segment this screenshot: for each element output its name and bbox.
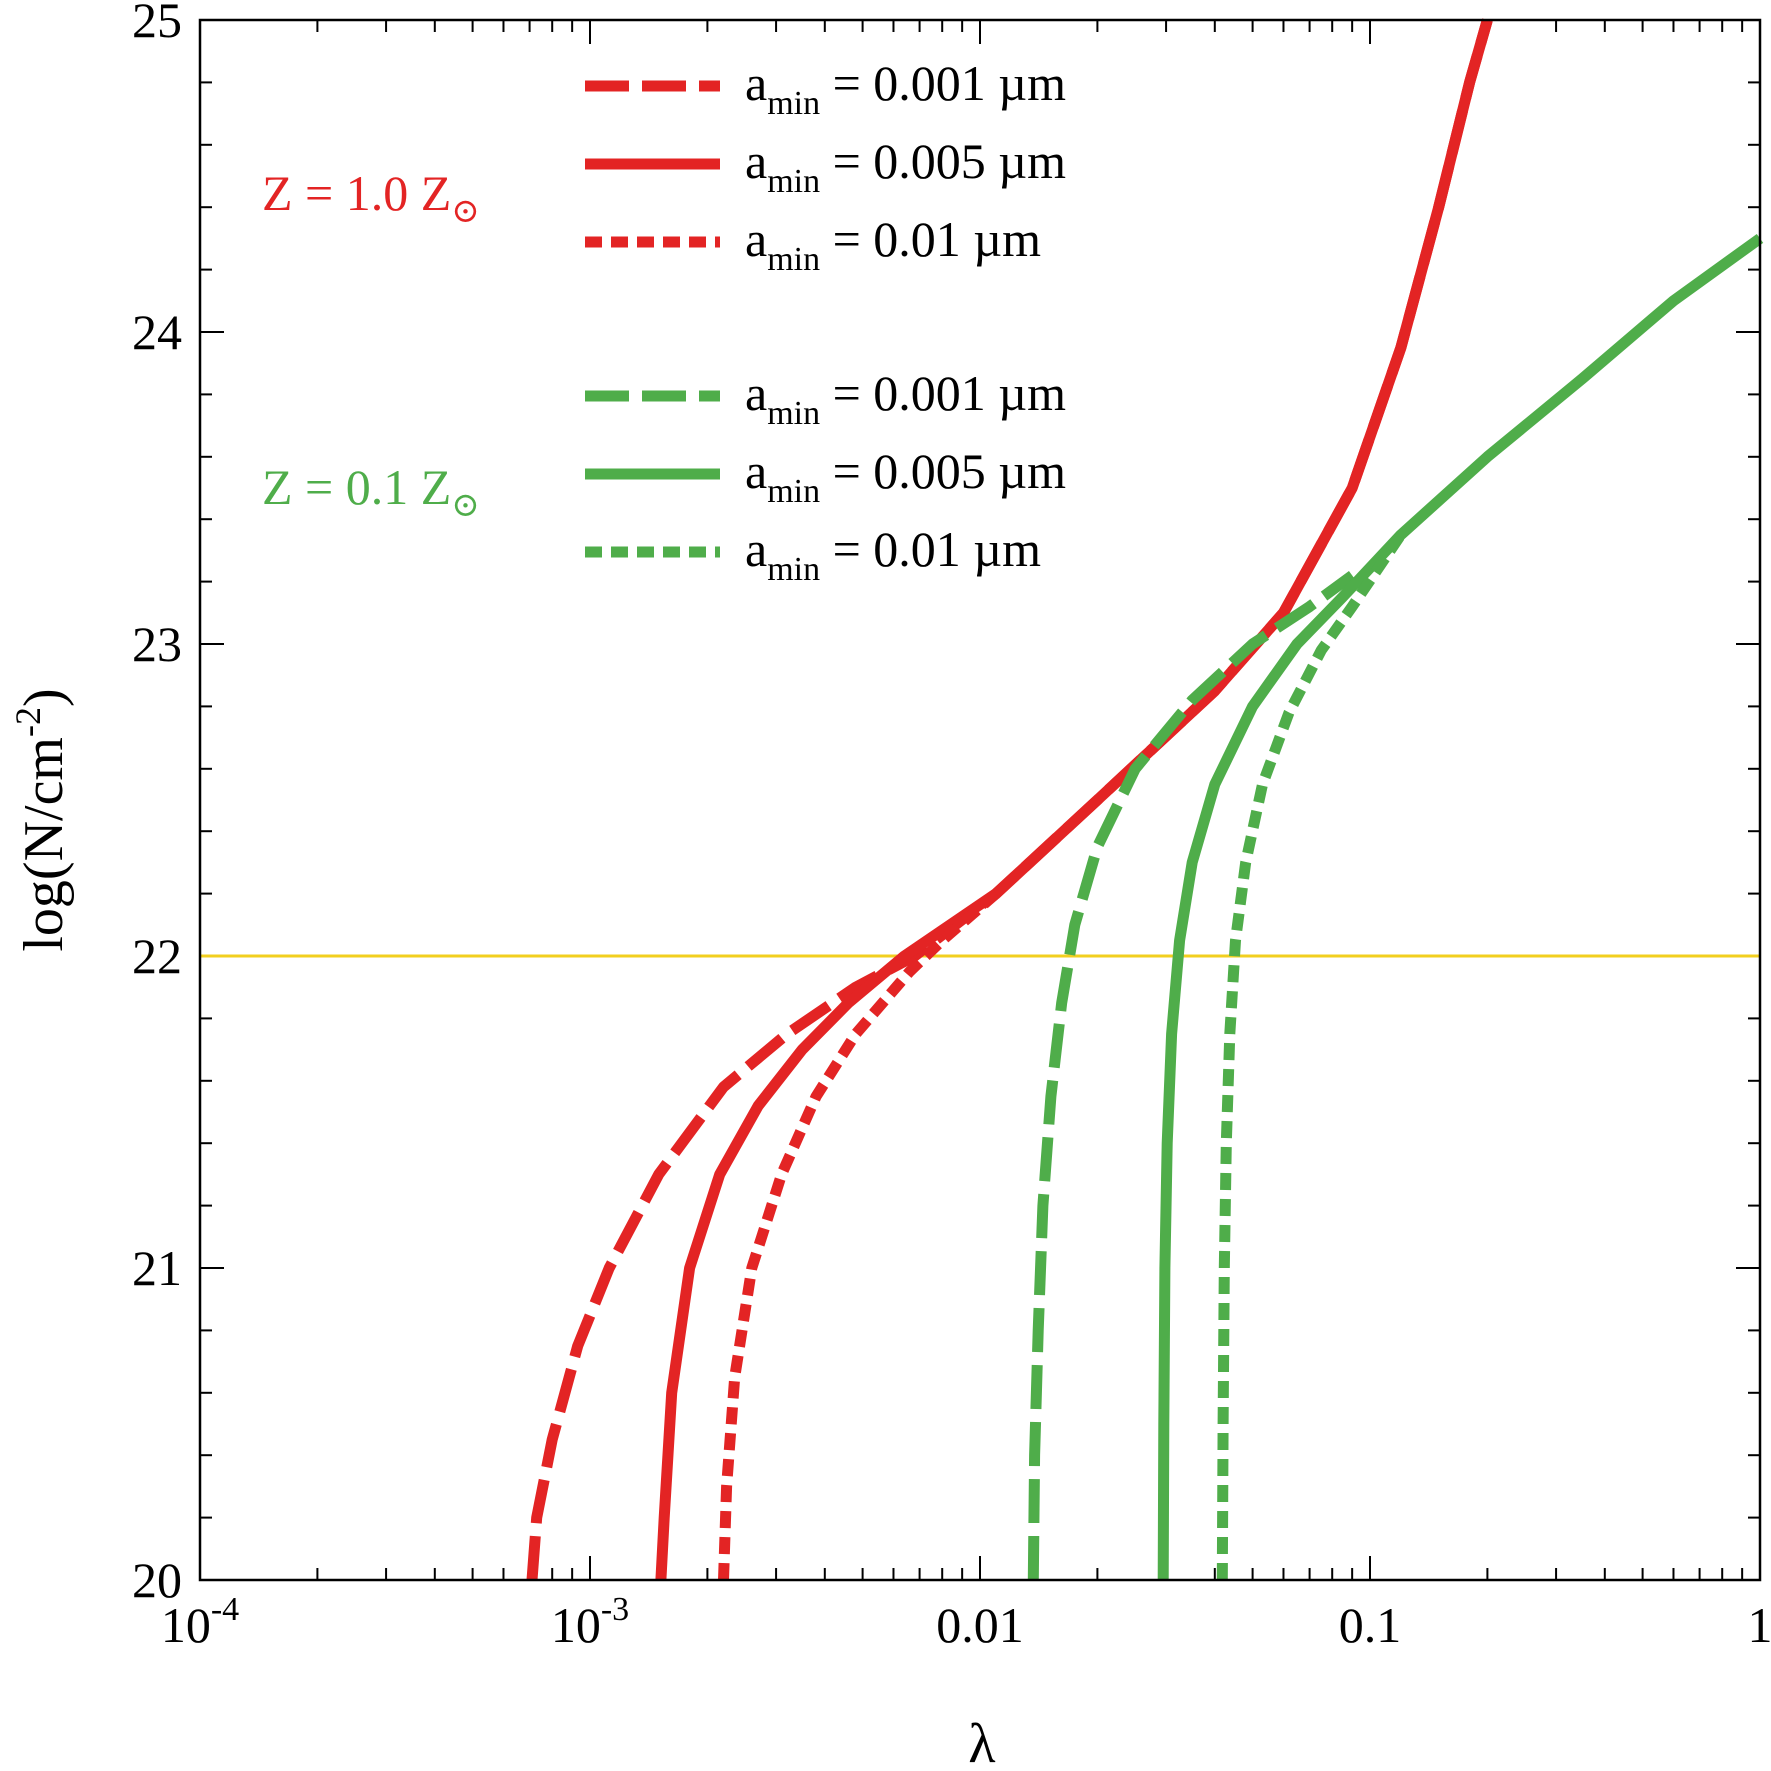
legend-entry-label: a [745,133,767,189]
legend-entry-label: a [745,443,767,499]
x-tick-label: 0.1 [1339,1597,1402,1653]
x-tick-label: 10-3 [551,1591,629,1653]
legend-entry: amin = 0.005 µm [745,443,1066,510]
legend-entry: amin = 0.005 µm [745,133,1066,200]
x-tick-base: 10 [551,1597,601,1653]
legend-entry-sub: min [767,473,820,510]
y-tick-label: 21 [132,1240,182,1296]
y-tick-label: 20 [132,1552,182,1608]
legend-group-label-text: Z = 0.1 Z [262,459,451,515]
legend-entry-value: = 0.005 µm [820,133,1066,189]
legend-entry-value: = 0.01 µm [820,521,1041,577]
legend-entry: amin = 0.01 µm [745,521,1041,588]
legend-entry: amin = 0.001 µm [745,365,1066,432]
legend-entry-label: a [745,55,767,111]
x-tick-label: 10-4 [161,1591,239,1653]
legend-entry-sub: min [767,163,820,200]
legend-entry-label: a [745,211,767,267]
legend: Z = 1.0 Z⊙Z = 0.1 Z⊙amin = 0.001 µmamin … [262,55,1066,588]
legend-group-label: Z = 1.0 Z⊙ [262,165,480,230]
series-line-4 [1027,570,1356,1581]
y-tick-label: 23 [132,616,182,672]
y-tick-label: 22 [132,928,182,984]
legend-entry-sub: min [767,85,820,122]
series-line-5 [1157,233,1764,1581]
legend-entry-value: = 0.001 µm [820,55,1066,111]
legend-group-label-sub: ⊙ [451,487,480,524]
x-axis-title: λ [968,1713,995,1771]
series-line-2 [655,18,1493,1581]
y-tick-labels: 20 21 22 23 24 25 [132,0,182,1608]
series-line-3 [718,889,1000,1581]
x-tick-labels: 10-4 10-3 0.01 0.1 1 [161,1591,1771,1653]
y-tick-label: 24 [132,304,182,360]
legend-entry-sub: min [767,241,820,278]
y-tick-label: 25 [132,0,182,48]
legend-entry-value: = 0.005 µm [820,443,1066,499]
series-layer [526,18,1764,1581]
x-tick-label: 0.01 [936,1597,1024,1653]
legend-group-label: Z = 0.1 Z⊙ [262,459,480,524]
y-axis-title-close: ) [13,688,75,707]
legend-entry-label: a [745,365,767,421]
x-tick-label: 1 [1748,1597,1771,1653]
y-axis-title: log(N/cm-2) [8,688,75,951]
legend-entry: amin = 0.001 µm [745,55,1066,122]
y-axis-title-sup: -2 [8,707,48,737]
series-line-6 [1216,531,1406,1581]
legend-group-label-sub: ⊙ [451,193,480,230]
x-tick-exponent: -3 [601,1591,629,1628]
legend-entry-value: = 0.01 µm [820,211,1041,267]
x-tick-exponent: -4 [211,1591,239,1628]
legend-group-label-text: Z = 1.0 Z [262,165,451,221]
legend-entry-sub: min [767,551,820,588]
legend-entry: amin = 0.01 µm [745,211,1041,278]
legend-entry-label: a [745,521,767,577]
x-tick-base: 10 [161,1597,211,1653]
legend-entry-sub: min [767,395,820,432]
y-axis-title-main: log(N/cm [13,737,75,952]
plot-frame [198,18,1762,1582]
legend-entry-value: = 0.001 µm [820,365,1066,421]
